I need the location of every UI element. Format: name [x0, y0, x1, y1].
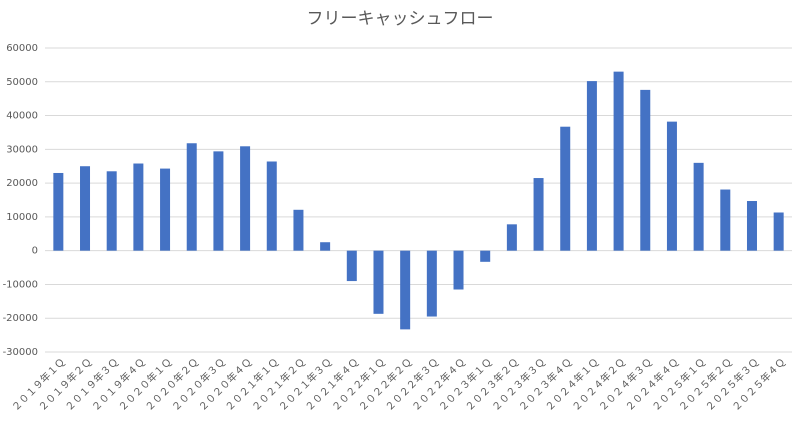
bar: [586, 81, 597, 251]
bar: [53, 172, 64, 251]
y-tick-label: 30000: [6, 144, 38, 155]
bar: [773, 212, 784, 251]
bar: [453, 250, 464, 290]
y-tick-label: 10000: [6, 212, 38, 223]
bar: [533, 178, 544, 251]
y-tick-label: 20000: [6, 178, 38, 189]
bar: [613, 71, 624, 251]
bar: [266, 161, 277, 251]
bar: [320, 242, 331, 251]
bar: [720, 189, 731, 251]
bar: [133, 163, 144, 251]
bar: [400, 250, 411, 330]
bar: [506, 224, 517, 251]
chart-title: フリーキャッシュフロー: [307, 9, 494, 29]
y-tick-label: -30000: [3, 347, 38, 358]
bar: [640, 89, 651, 251]
bar: [160, 168, 171, 251]
bar: [186, 143, 197, 251]
bar: [560, 126, 571, 251]
bar: [373, 250, 384, 314]
y-tick-label: -20000: [3, 313, 38, 324]
y-tick-label: 50000: [6, 77, 38, 88]
y-tick-label: 0: [32, 246, 38, 257]
y-tick-label: 60000: [6, 43, 38, 54]
bar: [746, 201, 757, 251]
bar: [346, 250, 357, 282]
bar: [80, 166, 91, 251]
bar: [666, 121, 677, 251]
bar: [106, 171, 117, 251]
bar: [480, 250, 491, 262]
y-tick-label: -10000: [3, 279, 38, 290]
bar: [293, 209, 304, 251]
bar: [426, 250, 437, 317]
bar: [693, 162, 704, 251]
bar: [213, 151, 224, 251]
y-tick-label: 40000: [6, 111, 38, 122]
bar: [240, 146, 251, 251]
